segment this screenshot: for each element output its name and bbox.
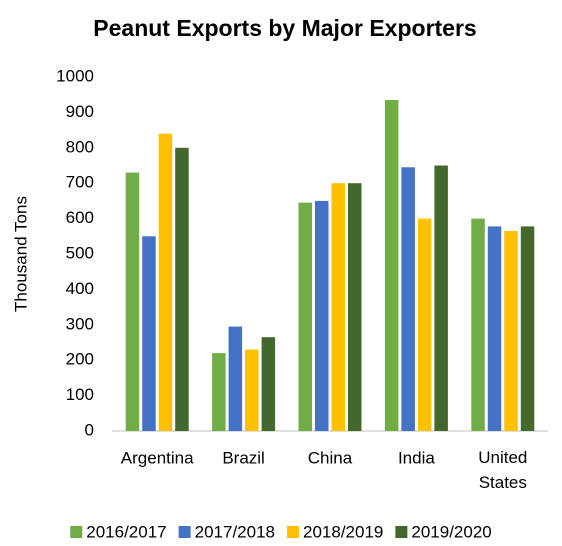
y-tick-label: 100: [66, 385, 94, 404]
y-tick-label: 0: [85, 420, 94, 439]
legend-label: 2017/2018: [195, 522, 275, 541]
legend-swatch: [178, 526, 191, 538]
x-tick-label: India: [398, 448, 435, 467]
y-tick-label: 800: [66, 137, 94, 156]
y-tick-label: 300: [66, 314, 94, 333]
x-tick-label: United States: [478, 448, 527, 492]
bar: [520, 226, 535, 431]
y-tick-label: 200: [66, 350, 94, 369]
y-tick-label: 700: [66, 173, 94, 192]
x-tick-label: China: [308, 448, 353, 467]
chart-title: Peanut Exports by Major Exporters: [93, 15, 476, 41]
y-tick-label: 900: [66, 102, 94, 121]
legend-label: 2016/2017: [86, 522, 166, 541]
legend-swatch: [70, 526, 83, 538]
bar: [228, 326, 243, 431]
legend-swatch: [287, 526, 299, 538]
bar: [158, 133, 173, 431]
bar: [471, 218, 485, 431]
x-tick-label: Argentina: [121, 448, 194, 467]
bar: [298, 202, 312, 431]
x-tick-label: Brazil: [222, 448, 265, 467]
y-tick-label: 400: [66, 279, 94, 298]
bar: [401, 167, 415, 431]
bar: [212, 353, 226, 431]
legend-label: 2018/2019: [303, 522, 383, 541]
bar: [417, 218, 432, 431]
y-tick-label: 500: [66, 243, 94, 262]
bar: [487, 226, 502, 431]
bar: [504, 230, 518, 431]
bar: [331, 183, 345, 431]
bar: [142, 236, 156, 431]
bar: [261, 337, 276, 431]
bar: [125, 172, 140, 431]
y-tick-label: 1000: [56, 66, 94, 85]
bar: [434, 165, 448, 431]
y-axis-label: Thousand Tons: [11, 196, 30, 312]
bar: [348, 183, 362, 431]
legend-label: 2019/2020: [411, 522, 491, 541]
y-tick-label: 600: [66, 208, 94, 227]
bar: [175, 147, 189, 432]
legend-swatch: [395, 526, 408, 538]
bar: [315, 200, 329, 431]
bar: [245, 349, 259, 431]
bar: [384, 100, 399, 431]
